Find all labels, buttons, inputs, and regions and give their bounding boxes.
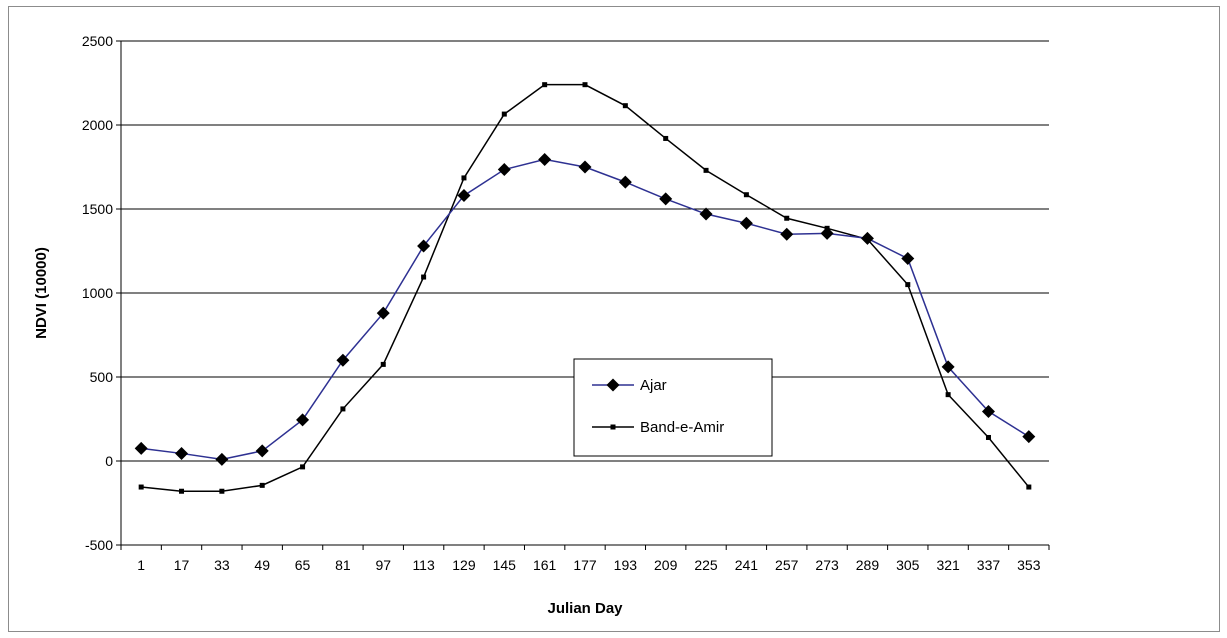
y-tick-labels: -500 0 500 1000 1500 2000 2500 bbox=[82, 33, 113, 553]
x-tick-labels: 1 17 33 49 65 81 97 113 129 145 161 177 193 209 225 241… bbox=[137, 557, 1040, 573]
data-point-square bbox=[421, 274, 427, 280]
data-point-square bbox=[784, 215, 790, 221]
legend-item: Band-e-Amir bbox=[592, 419, 724, 436]
y-tick-label: 2000 bbox=[82, 117, 113, 133]
x-tick-label: 81 bbox=[335, 557, 351, 573]
y-tick-label: 2500 bbox=[82, 33, 113, 49]
data-point-square bbox=[259, 482, 265, 488]
data-point-square bbox=[582, 82, 588, 88]
y-tick-label: 500 bbox=[90, 369, 114, 385]
data-point-square bbox=[542, 82, 548, 88]
data-point-diamond bbox=[578, 160, 592, 174]
legend-items: Ajar Band-e-Amir bbox=[592, 377, 724, 436]
x-tick-label: 145 bbox=[493, 557, 517, 573]
x-tick-label: 193 bbox=[614, 557, 638, 573]
chart-frame: -500 0 500 1000 1500 2000 2500 1 17 33 49 65 81 97 11… bbox=[8, 6, 1220, 632]
x-tick-label: 321 bbox=[936, 557, 960, 573]
data-point-square bbox=[300, 464, 306, 470]
data-point-square bbox=[622, 103, 628, 109]
x-tick-label: 241 bbox=[735, 557, 759, 573]
data-point-diamond bbox=[618, 175, 632, 189]
data-point-square bbox=[138, 484, 144, 490]
data-point-square bbox=[340, 406, 346, 412]
x-tick-label: 273 bbox=[815, 557, 839, 573]
data-point-square bbox=[985, 434, 991, 440]
x-tick-label: 97 bbox=[375, 557, 391, 573]
data-point-diamond bbox=[336, 353, 350, 367]
data-point-square bbox=[501, 111, 507, 117]
data-point-square bbox=[743, 192, 749, 198]
y-tick-label: 0 bbox=[105, 453, 113, 469]
data-point-diamond bbox=[981, 404, 995, 418]
data-point-square bbox=[703, 167, 709, 173]
x-tick-label: 113 bbox=[412, 557, 435, 573]
x-tick-label: 65 bbox=[295, 557, 311, 573]
x-axis-title: Julian Day bbox=[547, 600, 623, 617]
data-point-square bbox=[380, 361, 386, 367]
x-tick-label: 49 bbox=[254, 557, 270, 573]
data-point-diamond bbox=[941, 360, 955, 374]
data-point-square bbox=[905, 282, 911, 288]
legend-item: Ajar bbox=[592, 377, 667, 394]
data-point-square bbox=[179, 488, 185, 494]
data-point-diamond bbox=[820, 226, 834, 240]
data-point-diamond bbox=[134, 441, 148, 455]
data-point-diamond bbox=[376, 306, 390, 320]
y-tick-label: 1500 bbox=[82, 201, 113, 217]
x-tick-label: 161 bbox=[533, 557, 557, 573]
data-point-diamond bbox=[901, 252, 915, 266]
x-tick-label: 353 bbox=[1017, 557, 1041, 573]
data-point-square bbox=[219, 488, 225, 494]
axes bbox=[116, 40, 1050, 550]
data-point-diamond bbox=[175, 446, 189, 460]
data-point-diamond bbox=[1022, 430, 1036, 444]
legend-label: Band-e-Amir bbox=[640, 419, 724, 436]
y-tick-label: -500 bbox=[85, 537, 113, 553]
x-tick-label: 225 bbox=[694, 557, 718, 573]
data-point-diamond bbox=[659, 192, 673, 206]
x-tick-label: 257 bbox=[775, 557, 799, 573]
gridlines bbox=[121, 40, 1049, 546]
x-tick-label: 177 bbox=[573, 557, 597, 573]
legend-box bbox=[573, 358, 773, 457]
data-point-diamond bbox=[497, 163, 511, 177]
x-tick-label: 305 bbox=[896, 557, 920, 573]
legend-label: Ajar bbox=[640, 377, 667, 394]
x-tick-label: 337 bbox=[977, 557, 1001, 573]
y-axis-title: NDVI (10000) bbox=[33, 247, 50, 339]
data-point-diamond bbox=[538, 152, 552, 166]
series bbox=[134, 82, 1036, 494]
data-point-diamond bbox=[296, 413, 310, 427]
legend-marker-diamond bbox=[606, 378, 620, 392]
data-point-diamond bbox=[255, 444, 269, 458]
data-point-square bbox=[461, 175, 467, 181]
data-point-diamond bbox=[860, 231, 874, 245]
y-tick-label: 1000 bbox=[82, 285, 113, 301]
legend-marker-square bbox=[610, 424, 616, 430]
data-point-diamond bbox=[457, 189, 471, 203]
data-point-diamond bbox=[739, 216, 753, 230]
x-tick-label: 17 bbox=[174, 557, 190, 573]
data-point-diamond bbox=[215, 452, 229, 466]
x-tick-label: 33 bbox=[214, 557, 230, 573]
data-point-square bbox=[945, 392, 951, 398]
x-tick-label: 129 bbox=[452, 557, 476, 573]
data-point-diamond bbox=[417, 239, 431, 253]
line-chart: -500 0 500 1000 1500 2000 2500 1 17 33 49 65 81 97 11… bbox=[33, 33, 1050, 617]
legend: Ajar Band-e-Amir bbox=[573, 358, 773, 457]
x-tick-label: 289 bbox=[856, 557, 880, 573]
data-point-diamond bbox=[699, 207, 713, 221]
data-point-square bbox=[1026, 484, 1032, 490]
data-point-diamond bbox=[780, 227, 794, 241]
x-tick-label: 209 bbox=[654, 557, 678, 573]
data-point-square bbox=[663, 135, 669, 141]
x-tick-label: 1 bbox=[137, 557, 145, 573]
